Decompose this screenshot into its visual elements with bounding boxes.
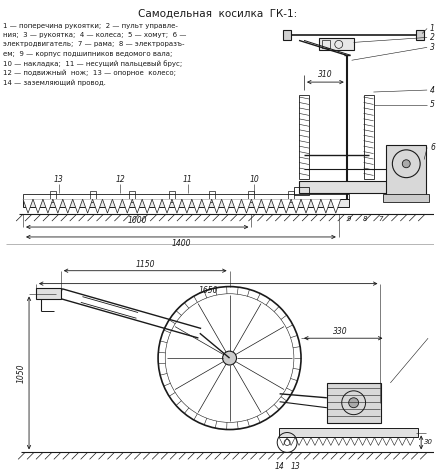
Text: электродвигатель;  7 — рама;  8 — электроразъ-: электродвигатель; 7 — рама; 8 — электрор… [3,41,185,47]
Polygon shape [221,199,232,213]
Polygon shape [311,199,321,213]
Text: 310: 310 [318,70,333,79]
Polygon shape [43,199,53,213]
Bar [283,30,291,40]
Text: 6: 6 [430,143,435,152]
Text: 12: 12 [116,175,125,184]
Polygon shape [63,199,73,213]
Text: 1050: 1050 [17,363,26,383]
Polygon shape [23,199,33,213]
Bar [383,194,429,202]
Polygon shape [102,199,112,213]
Bar [279,428,418,438]
Text: 1150: 1150 [136,260,155,269]
Polygon shape [331,199,341,213]
Polygon shape [321,199,331,213]
Bar [23,194,349,199]
Polygon shape [212,199,221,213]
Polygon shape [271,199,281,213]
Bar [327,383,382,423]
Circle shape [349,398,359,408]
Text: 1: 1 [430,24,435,33]
Bar [209,191,215,202]
Text: 11: 11 [183,175,193,184]
Text: 13: 13 [290,462,300,471]
Polygon shape [291,199,301,213]
Text: 8: 8 [362,216,367,222]
Text: 13: 13 [54,175,64,184]
Bar [50,191,56,202]
Polygon shape [261,199,271,213]
Text: 5: 5 [430,100,435,109]
Polygon shape [112,199,123,213]
Text: 14 — заземляющий провод.: 14 — заземляющий провод. [3,79,106,86]
Text: ем;  9 — корпус подшипников ведомого вала;: ем; 9 — корпус подшипников ведомого вала… [3,51,173,57]
Polygon shape [73,199,83,213]
Bar [36,288,61,300]
Polygon shape [33,199,43,213]
Polygon shape [53,199,63,213]
Text: 330: 330 [334,327,348,336]
Text: ния;  3 — рукоятка;  4 — колеса;  5 — хомут;  6 —: ния; 3 — рукоятка; 4 — колеса; 5 — хомут… [3,32,187,38]
Bar [299,95,309,179]
Polygon shape [92,199,102,213]
Polygon shape [182,199,192,213]
Text: 1400: 1400 [171,239,191,248]
Polygon shape [202,199,212,213]
Bar [129,191,135,202]
Text: Самодельная  косилка  ГК-1:: Самодельная косилка ГК-1: [138,9,297,18]
Bar [89,191,95,202]
Text: 2: 2 [430,33,435,42]
Bar [322,40,330,48]
Bar [249,191,254,202]
Bar [23,199,349,207]
Text: 10 — накладка;  11 — несущий пальцевый брус;: 10 — накладка; 11 — несущий пальцевый бр… [3,60,183,67]
Text: 12 — подвижный  нож;  13 — опорное  колесо;: 12 — подвижный нож; 13 — опорное колесо; [3,70,176,76]
Bar [288,191,294,202]
Polygon shape [132,199,142,213]
Text: 3: 3 [430,43,435,52]
Bar [364,95,374,179]
Polygon shape [281,199,291,213]
Text: 1650: 1650 [198,286,218,295]
Polygon shape [252,199,261,213]
Polygon shape [232,199,242,213]
Bar [319,38,354,50]
Polygon shape [242,199,252,213]
Polygon shape [172,199,182,213]
Text: 4: 4 [430,85,435,94]
Text: 7: 7 [378,216,383,222]
Bar [299,182,399,193]
Bar [386,145,426,199]
Polygon shape [83,199,92,213]
Polygon shape [162,199,172,213]
Bar [294,187,309,195]
Text: 10: 10 [249,175,259,184]
Polygon shape [192,199,202,213]
Text: 30: 30 [424,439,433,446]
Bar [169,191,175,202]
Text: 9: 9 [347,216,351,222]
Polygon shape [301,199,311,213]
Polygon shape [142,199,152,213]
Polygon shape [152,199,162,213]
Text: 14: 14 [274,462,284,471]
Text: 1000: 1000 [127,216,147,225]
Bar [416,30,424,40]
Circle shape [223,351,236,365]
Text: 1 — поперечина рукоятки;  2 — пульт управле-: 1 — поперечина рукоятки; 2 — пульт управ… [3,23,178,28]
Polygon shape [123,199,132,213]
Circle shape [402,160,410,168]
